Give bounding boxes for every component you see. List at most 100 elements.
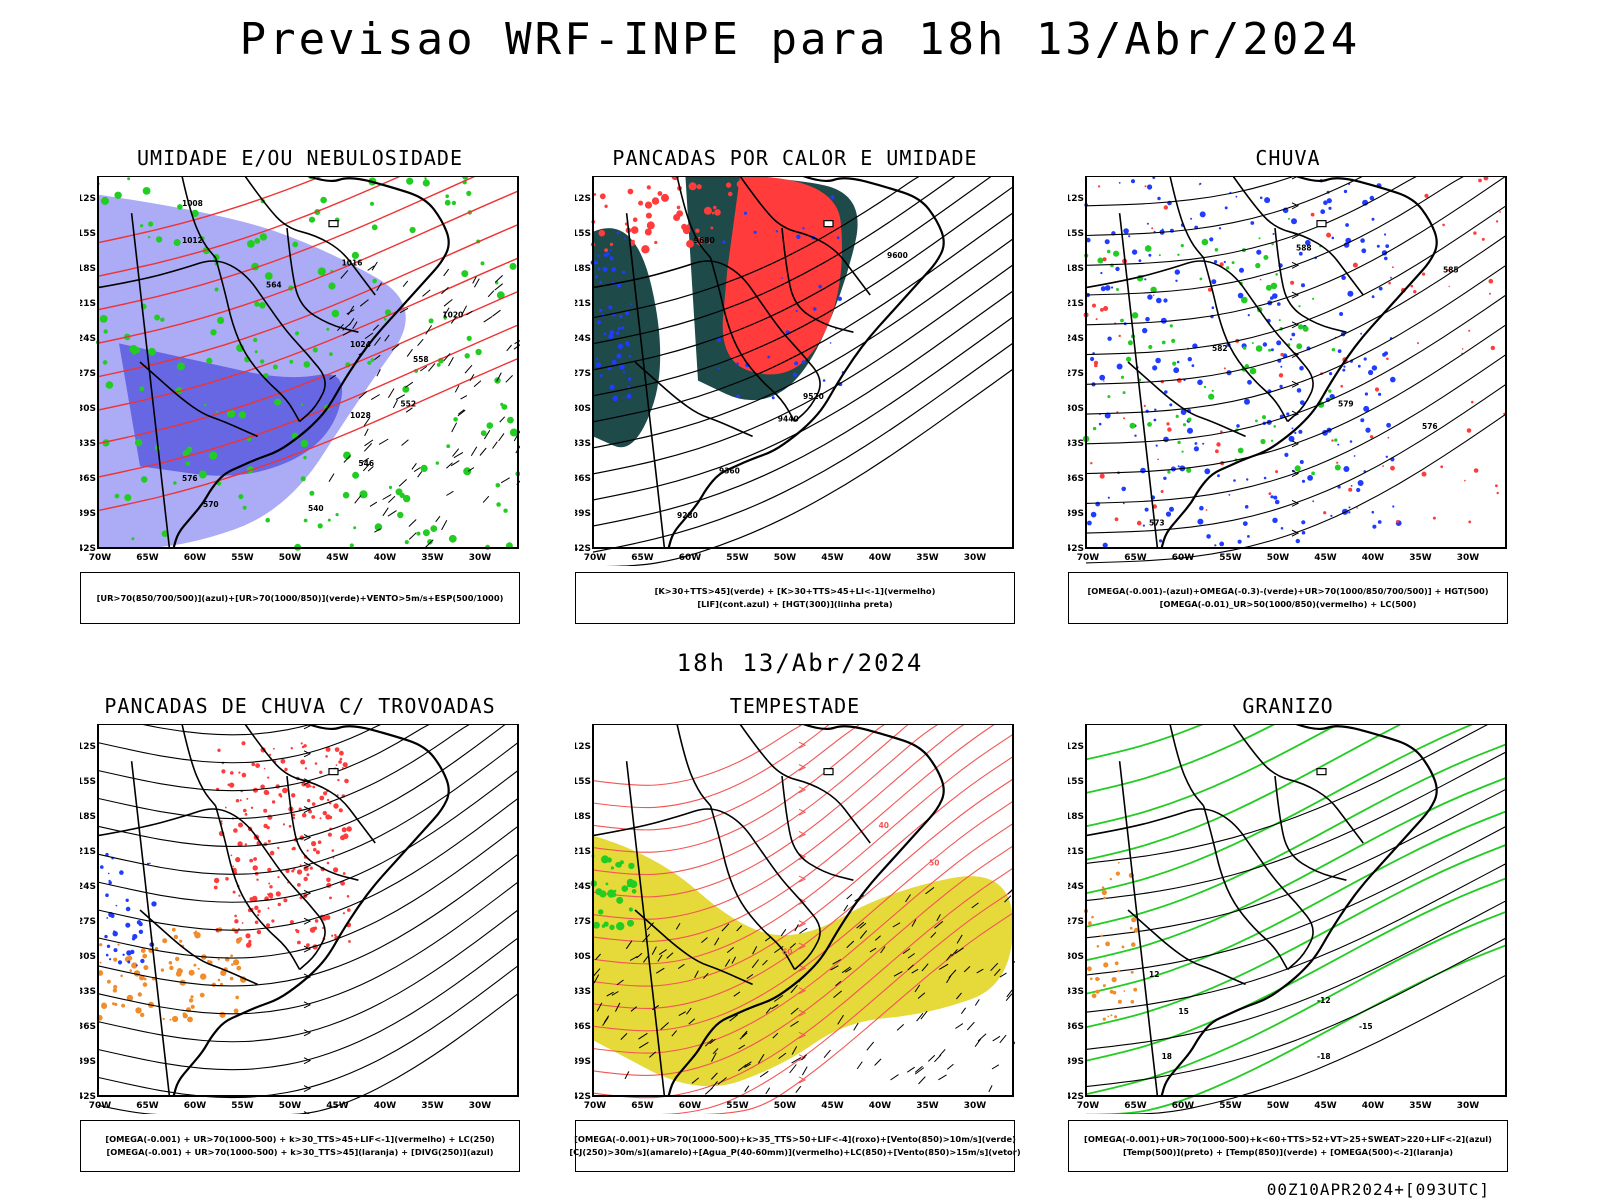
humidity-green-contour xyxy=(422,179,430,187)
rain-red-speckle xyxy=(1100,308,1104,312)
rain-blue-speckle xyxy=(1301,520,1306,525)
rain-blue-speckle xyxy=(1288,435,1295,442)
contour-line xyxy=(1085,900,1507,1050)
wind-vector xyxy=(934,920,944,929)
blue-contour xyxy=(609,330,615,335)
rain-blue-speckle xyxy=(1296,388,1302,393)
humidity-green-contour xyxy=(300,476,306,482)
rain-blue-speckle xyxy=(1356,487,1361,493)
blue-contour xyxy=(736,362,739,365)
humidity-green-contour xyxy=(185,461,191,467)
wind-vector xyxy=(710,1072,718,1080)
humidity-green-contour xyxy=(265,517,270,523)
orange-speckle xyxy=(1133,927,1139,933)
rain-red-speckle xyxy=(1326,232,1332,238)
red-speckle xyxy=(651,197,660,205)
humidity-green-contour xyxy=(312,347,318,353)
red-speckle xyxy=(244,813,248,816)
red-speckle xyxy=(326,861,330,865)
rain-red-speckle xyxy=(1442,223,1445,227)
wind-vector xyxy=(907,1066,915,1073)
wind-vector xyxy=(925,887,935,895)
lon-tick-label: 70W xyxy=(1077,553,1100,563)
wind-vector xyxy=(473,278,480,288)
wind-vector xyxy=(413,467,421,473)
humidity-green-contour xyxy=(216,410,219,414)
lat-tick-label: 18S xyxy=(1068,812,1084,822)
wind-vector xyxy=(869,947,877,953)
wind-vector xyxy=(496,372,502,382)
red-speckle xyxy=(710,226,714,230)
wind-vector xyxy=(401,439,409,446)
rain-red-speckle xyxy=(1151,227,1154,230)
red-speckle xyxy=(296,869,303,875)
rain-blue-speckle xyxy=(1233,479,1236,482)
contour-line xyxy=(592,176,921,319)
red-speckle xyxy=(645,212,652,219)
contour-label: 576 xyxy=(182,474,198,483)
rain-blue-speckle xyxy=(1197,518,1204,525)
rain-blue-speckle xyxy=(1363,357,1367,361)
rain-blue-speckle xyxy=(1164,390,1168,394)
contour-line xyxy=(1085,877,1507,1062)
wind-vector xyxy=(711,1052,717,1062)
wind-vector xyxy=(470,446,478,456)
humidity-green-contour xyxy=(406,177,414,185)
green-speckle xyxy=(611,892,617,898)
rain-red-speckle xyxy=(1103,306,1109,311)
red-speckle xyxy=(263,767,266,770)
rain-green-speckle xyxy=(1148,344,1153,350)
rain-red-speckle xyxy=(1483,176,1489,181)
blue-speckle xyxy=(107,872,110,875)
red-speckle xyxy=(632,217,638,222)
rain-green-speckle xyxy=(1287,217,1290,220)
rain-blue-speckle xyxy=(1148,253,1152,257)
rain-blue-speckle xyxy=(1131,249,1138,255)
wind-vector xyxy=(914,1065,923,1073)
contour-line xyxy=(1103,974,1507,1114)
panel-title: CHUVA xyxy=(1255,146,1321,170)
rain-blue-speckle xyxy=(1160,317,1167,324)
rain-red-speckle xyxy=(1152,504,1157,509)
rain-blue-speckle xyxy=(1100,286,1106,292)
red-speckle xyxy=(256,878,259,881)
country-border xyxy=(97,260,326,423)
humidity-green-contour xyxy=(463,467,472,476)
contour-label: 9680 xyxy=(694,236,715,245)
wind-vector xyxy=(443,353,451,362)
contour-line xyxy=(1085,324,1507,475)
wind-vector xyxy=(464,364,473,374)
rain-red-speckle xyxy=(1478,178,1482,183)
country-border xyxy=(1232,724,1364,844)
rain-blue-speckle xyxy=(1134,434,1137,437)
red-speckle xyxy=(323,791,328,796)
wind-vector xyxy=(494,283,504,291)
wind-vector xyxy=(452,448,460,457)
orange-speckle xyxy=(1121,945,1125,949)
streamline-arrow xyxy=(303,724,312,730)
rain-red-speckle xyxy=(1157,458,1159,461)
rain-red-speckle xyxy=(1352,262,1358,268)
rain-blue-speckle xyxy=(1274,499,1280,505)
rain-blue-speckle xyxy=(1128,235,1131,238)
humidity-green-contour xyxy=(416,531,421,536)
wind-vector xyxy=(920,1010,928,1020)
map-frame-border xyxy=(592,724,1014,1097)
red-speckle xyxy=(248,939,252,944)
rain-blue-speckle xyxy=(1305,239,1311,246)
orange-speckle xyxy=(217,978,221,982)
streamline-arrow xyxy=(303,1029,312,1037)
wind-vector xyxy=(790,1007,799,1015)
red-speckle xyxy=(331,934,334,937)
red-speckle xyxy=(340,880,345,886)
red-speckle xyxy=(331,849,335,852)
country-border xyxy=(1202,257,1289,422)
red-speckle xyxy=(235,799,240,803)
rain-blue-speckle xyxy=(1298,429,1303,434)
wind-vector xyxy=(370,394,380,401)
wind-vector xyxy=(954,947,964,955)
country-border xyxy=(130,213,171,549)
wind-vector xyxy=(990,962,999,972)
